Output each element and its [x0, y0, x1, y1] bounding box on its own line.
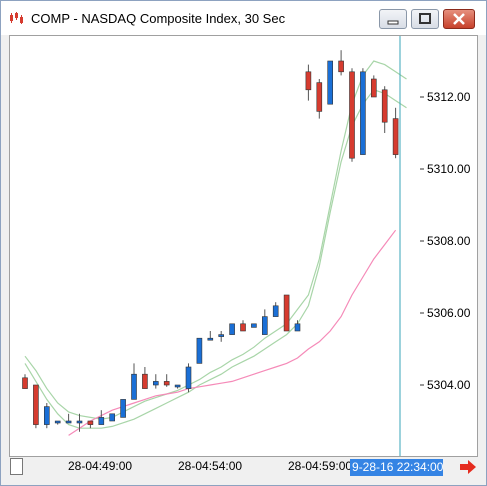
candle-body	[43, 406, 50, 425]
candlestick[interactable]	[272, 302, 279, 317]
candle-body	[381, 89, 388, 123]
candle-body	[316, 82, 323, 112]
candle-body	[251, 323, 257, 328]
candlestick[interactable]	[327, 60, 334, 105]
price-axis-label: 5312.00	[427, 90, 471, 104]
candle-body	[360, 71, 366, 155]
candlestick[interactable]	[22, 374, 28, 389]
candle-body	[327, 60, 334, 105]
candlestick[interactable]	[33, 384, 39, 429]
candle-body	[240, 323, 246, 332]
candlestick[interactable]	[142, 367, 148, 389]
candle-body	[349, 71, 355, 159]
candlestick[interactable]	[305, 64, 312, 101]
candle-body	[98, 417, 105, 425]
candlestick[interactable]	[251, 323, 257, 328]
price-axis-label: 5306.00	[427, 306, 471, 320]
candlestick[interactable]	[174, 384, 181, 389]
candle-body	[174, 384, 181, 388]
price-axis-label: 5310.00	[427, 162, 471, 176]
candlestick[interactable]	[392, 107, 399, 159]
time-axis-label: 28-04:54:00	[178, 459, 243, 473]
candlestick[interactable]	[120, 399, 126, 418]
candlestick[interactable]	[370, 75, 377, 98]
candle-body	[163, 381, 170, 386]
arrow-right-icon	[460, 460, 476, 474]
candlestick[interactable]	[65, 413, 72, 424]
candlestick[interactable]	[360, 68, 366, 155]
scroll-bar-handle[interactable]	[10, 458, 23, 475]
candle-body	[305, 71, 312, 91]
moving-average-line-upper	[24, 60, 407, 420]
candle-body	[294, 323, 301, 332]
candle-body	[153, 381, 159, 386]
minimize-button[interactable]	[379, 9, 407, 29]
candle-body	[54, 420, 61, 424]
maximize-button[interactable]	[411, 9, 439, 29]
candlestick[interactable]	[196, 337, 203, 364]
candlestick[interactable]	[229, 323, 235, 335]
candlestick[interactable]	[218, 331, 224, 342]
close-button[interactable]	[443, 9, 475, 29]
price-chart[interactable]: 5312.00 5310.00 5308.00 5306.00 5304.00	[10, 36, 477, 456]
time-axis-label: 28-04:59:00	[288, 459, 353, 473]
candle-body	[142, 373, 148, 389]
candlestick[interactable]	[131, 363, 137, 400]
candle-body	[120, 399, 126, 418]
candlestick[interactable]	[54, 420, 61, 425]
candle-body	[87, 420, 94, 425]
title-bar[interactable]: COMP - NASDAQ Composite Index, 30 Sec	[1, 1, 486, 35]
candlestick[interactable]	[207, 331, 214, 341]
candle-body	[185, 366, 192, 389]
candle-body	[262, 316, 268, 335]
minimize-icon	[387, 20, 399, 25]
candlestick[interactable]	[153, 374, 159, 389]
chart-plot-area[interactable]: 5312.00 5310.00 5308.00 5306.00 5304.00	[9, 35, 478, 457]
candle-body	[283, 294, 290, 332]
maximize-icon	[419, 13, 431, 24]
candlestick[interactable]	[240, 320, 246, 332]
candlestick[interactable]	[349, 68, 355, 162]
candle-body	[229, 323, 235, 335]
candlestick[interactable]	[381, 86, 388, 133]
candle-body	[338, 60, 344, 73]
candlestick[interactable]	[163, 374, 170, 387]
chart-app-icon[interactable]	[9, 11, 25, 25]
scroll-to-latest-button[interactable]	[459, 459, 477, 475]
moving-average-line-lower	[24, 89, 407, 429]
candle-body	[65, 420, 72, 424]
close-icon	[453, 13, 465, 25]
candle-body	[370, 78, 377, 98]
time-axis: 28-04:49:00 28-04:54:00 28-04:59:00	[9, 458, 478, 478]
candle-body	[272, 305, 279, 317]
cursor-time-badge: 9-28-16 22:34:00	[350, 459, 443, 476]
candle-body	[207, 337, 214, 341]
window-title: COMP - NASDAQ Composite Index, 30 Sec	[31, 11, 286, 26]
candlestick[interactable]	[76, 413, 83, 432]
candlestick[interactable]	[185, 363, 192, 393]
candle-body	[33, 384, 39, 425]
candlestick[interactable]	[98, 410, 105, 425]
candle-body	[22, 377, 28, 389]
candlestick[interactable]	[338, 50, 344, 76]
candle-body	[196, 337, 203, 364]
time-axis-label: 28-04:49:00	[68, 459, 133, 473]
candle-body	[131, 373, 137, 400]
candlestick[interactable]	[262, 309, 268, 335]
price-axis-label: 5304.00	[427, 378, 471, 392]
candlestick[interactable]	[294, 320, 301, 332]
candle-body	[109, 413, 115, 422]
candlestick[interactable]	[316, 79, 323, 119]
candlestick[interactable]	[43, 403, 50, 429]
price-axis-label: 5308.00	[427, 234, 471, 248]
candlestick[interactable]	[283, 294, 290, 332]
candlestick[interactable]	[87, 420, 94, 429]
candlestick[interactable]	[109, 413, 115, 422]
candle-body	[392, 118, 399, 155]
candle-body	[76, 420, 83, 424]
candle-body	[218, 334, 224, 337]
